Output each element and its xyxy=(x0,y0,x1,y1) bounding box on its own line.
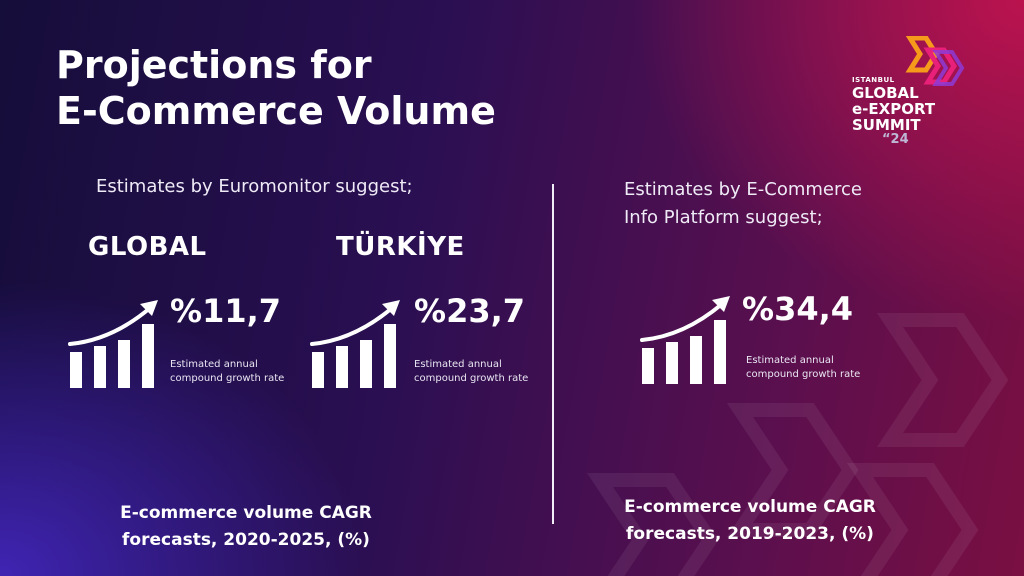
platform-caption-line-1: Estimated annual xyxy=(746,355,834,366)
growth-chart-icon xyxy=(68,300,158,388)
turkiye-caption-line-1: Estimated annual xyxy=(414,359,502,370)
logo-text-year: “24 xyxy=(882,132,909,147)
logo-text-global: GLOBAL xyxy=(852,84,919,102)
background-chevron-pattern xyxy=(586,313,1009,576)
right-intro-line-2: Info Platform suggest; xyxy=(624,207,823,228)
growth-chart-icon xyxy=(640,296,730,384)
platform-cagr-value: %34,4 xyxy=(742,290,854,328)
left-footer-line-1: E-commerce volume CAGR xyxy=(120,503,372,523)
turkiye-caption-line-2: compound growth rate xyxy=(414,373,529,384)
global-cagr-value: %11,7 xyxy=(170,292,282,330)
turkiye-label: TÜRKİYE xyxy=(336,232,465,262)
global-caption-line-1: Estimated annual xyxy=(170,359,258,370)
section-divider xyxy=(552,184,554,524)
euromonitor-intro: Estimates by Euromonitor suggest; xyxy=(96,176,413,197)
title-line-2: E-Commerce Volume xyxy=(56,89,496,133)
platform-caption: Estimated annual compound growth rate xyxy=(746,354,860,382)
page-title: Projections for E-Commerce Volume xyxy=(56,42,496,134)
left-footer-line-2: forecasts, 2020-2025, (%) xyxy=(122,530,370,550)
logo-chevrons-icon xyxy=(905,36,965,86)
logo-text-istanbul: ISTANBUL xyxy=(852,76,895,84)
logo-text-summit: SUMMIT xyxy=(852,116,921,134)
logo-text-eexport: e-EXPORT xyxy=(852,100,936,118)
right-footer: E-commerce volume CAGR forecasts, 2019-2… xyxy=(600,494,900,548)
right-footer-line-2: forecasts, 2019-2023, (%) xyxy=(626,524,874,544)
right-footer-line-1: E-commerce volume CAGR xyxy=(624,497,876,517)
global-caption: Estimated annual compound growth rate xyxy=(170,358,284,386)
right-intro-line-1: Estimates by E-Commerce xyxy=(624,179,862,200)
growth-chart-icon xyxy=(310,300,400,388)
global-label: GLOBAL xyxy=(88,232,207,262)
ecommerce-platform-intro: Estimates by E-Commerce Info Platform su… xyxy=(624,176,862,232)
left-footer: E-commerce volume CAGR forecasts, 2020-2… xyxy=(96,500,396,554)
platform-caption-line-2: compound growth rate xyxy=(746,369,861,380)
summit-logo: ISTANBUL GLOBAL e-EXPORT SUMMIT “24 xyxy=(852,36,972,156)
title-line-1: Projections for xyxy=(56,43,372,87)
global-caption-line-2: compound growth rate xyxy=(170,373,285,384)
turkiye-caption: Estimated annual compound growth rate xyxy=(414,358,528,386)
turkiye-cagr-value: %23,7 xyxy=(414,292,526,330)
